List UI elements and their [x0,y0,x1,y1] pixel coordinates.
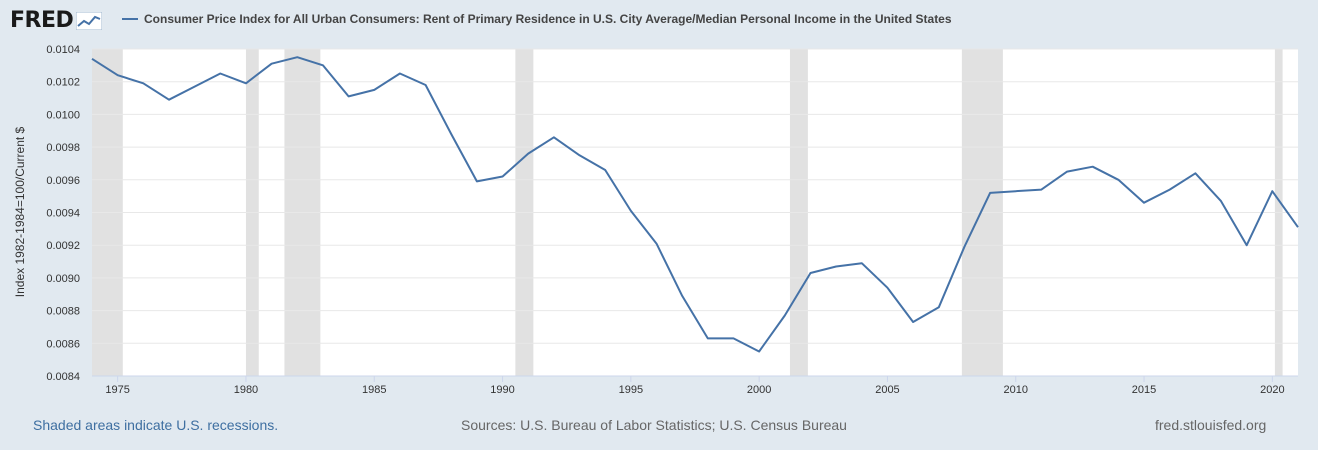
x-tick-label: 2000 [747,384,771,396]
data-point[interactable] [859,260,865,266]
y-axis-label: Index 1982-1984=100/Current $ [13,126,27,297]
data-point[interactable] [807,270,813,276]
data-point[interactable] [423,82,429,88]
data-point[interactable] [500,174,506,180]
data-point[interactable] [1064,169,1070,175]
data-point[interactable] [192,84,198,90]
data-point[interactable] [1115,177,1121,183]
x-tick-label: 2015 [1132,384,1156,396]
chart-line-icon [76,11,103,30]
y-tick-label: 0.0102 [46,77,80,89]
y-tick-label: 0.0090 [46,273,80,285]
data-point[interactable] [448,131,454,137]
data-point[interactable] [730,335,736,341]
series-layer [89,54,1301,354]
data-point[interactable] [756,348,762,354]
data-point[interactable] [679,293,685,299]
y-tick-label: 0.0100 [46,109,80,121]
data-point[interactable] [1218,198,1224,204]
data-point[interactable] [474,178,480,184]
y-tick-label: 0.0098 [46,142,80,154]
x-tick-label: 1985 [362,384,386,396]
data-point[interactable] [1192,170,1198,176]
data-point[interactable] [217,71,223,77]
site-link[interactable]: fred.stlouisfed.org [1155,417,1267,433]
data-point[interactable] [89,56,95,62]
data-point[interactable] [525,151,531,157]
data-point[interactable] [269,61,275,67]
sources-text: Sources: U.S. Bureau of Labor Statistics… [461,417,847,433]
data-point[interactable] [602,167,608,173]
data-point[interactable] [1167,187,1173,193]
recession-note[interactable]: Shaded areas indicate U.S. recessions. [33,417,279,433]
data-point[interactable] [1244,242,1250,248]
y-tick-label: 0.0084 [46,371,80,383]
data-point[interactable] [961,244,967,250]
data-point[interactable] [705,335,711,341]
y-tick-label: 0.0094 [46,208,80,220]
data-point[interactable] [987,190,993,196]
y-axis-ticks: 0.0084 0.0086 0.0088 0.0090 0.0092 0.0094 0.00… [46,44,80,383]
data-point[interactable] [371,87,377,93]
data-point[interactable] [1269,188,1275,194]
x-axis-ticks: 1975 1980 1985 1990 1995 2000 2005 2010 2015 2020 [92,375,1298,396]
data-point[interactable] [628,208,634,214]
data-point[interactable] [346,93,352,99]
data-point[interactable] [1013,188,1019,194]
x-tick-label: 2010 [1004,384,1028,396]
x-tick-label: 1990 [490,384,514,396]
fred-logo[interactable]: FRED [10,8,103,33]
data-point[interactable] [936,304,942,310]
grid-lines [92,48,1298,377]
y-tick-label: 0.0088 [46,306,80,318]
data-point[interactable] [654,241,660,247]
logo-text: FRED [10,8,74,33]
data-point[interactable] [577,152,583,158]
data-point[interactable] [551,134,557,140]
data-point[interactable] [397,71,403,77]
y-tick-label: 0.0092 [46,240,80,252]
y-tick-label: 0.0104 [46,44,80,56]
data-point[interactable] [782,313,788,319]
data-point[interactable] [1141,200,1147,206]
line-chart: 0.0084 0.0086 0.0088 0.0090 0.0092 0.0094 0.00… [13,44,1301,396]
y-tick-label: 0.0096 [46,175,80,187]
x-tick-label: 2005 [875,384,899,396]
legend-series-title: Consumer Price Index for All Urban Consu… [144,12,952,26]
x-tick-label: 1995 [619,384,643,396]
series-line[interactable] [91,56,1299,353]
x-tick-label: 2020 [1260,384,1284,396]
data-point[interactable] [910,319,916,325]
data-point[interactable] [243,80,249,86]
data-point[interactable] [166,97,172,103]
y-tick-label: 0.0086 [46,338,80,350]
legend-swatch [122,18,138,20]
data-point[interactable] [1090,164,1096,170]
x-tick-label: 1975 [105,384,129,396]
data-point[interactable] [884,285,890,291]
x-tick-label: 1980 [234,384,258,396]
data-point[interactable] [294,54,300,60]
data-point[interactable] [1038,187,1044,193]
data-point[interactable] [833,263,839,269]
data-point[interactable] [115,72,121,78]
data-point[interactable] [140,80,146,86]
data-point[interactable] [320,62,326,68]
chart-legend: Consumer Price Index for All Urban Consu… [122,12,952,26]
data-point[interactable] [1295,224,1301,230]
